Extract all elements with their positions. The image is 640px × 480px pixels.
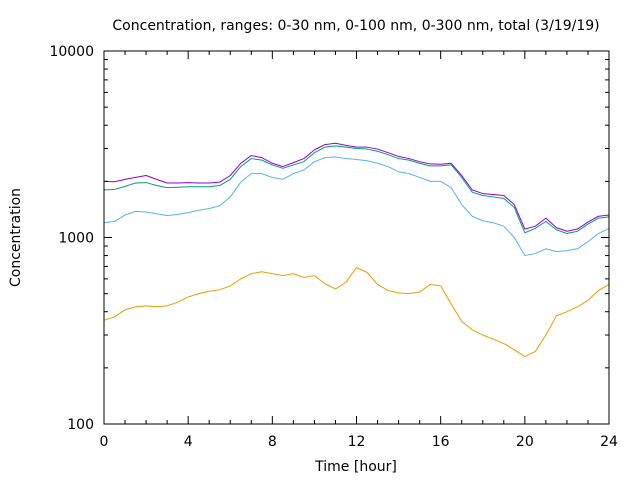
x-tick-label: 0: [100, 434, 109, 450]
x-tick-label: 24: [600, 434, 618, 450]
series-line-2: [103, 156, 610, 257]
x-tick-label: 20: [516, 434, 534, 450]
series-line-1: [103, 267, 610, 358]
y-axis-label: Concentration: [8, 188, 24, 287]
x-tick-label: 12: [348, 434, 366, 450]
x-tick-label: 4: [184, 434, 193, 450]
series-layer: [103, 142, 610, 358]
series-line-4: [103, 142, 610, 232]
series-line-3: [103, 145, 610, 235]
y-tick-label: 10000: [49, 44, 94, 60]
plot-frame: [103, 50, 610, 425]
y-tick-label: 1000: [58, 231, 94, 247]
ticks-layer: 0 4 8 12 16 20 24 100 1000 10000: [49, 44, 618, 450]
x-axis-label: Time [hour]: [314, 459, 397, 475]
y-tick-label: 100: [67, 417, 94, 433]
x-tick-label: 16: [432, 434, 450, 450]
chart-title: Concentration, ranges: 0-30 nm, 0-100 nm…: [112, 18, 599, 34]
x-tick-label: 8: [268, 434, 277, 450]
